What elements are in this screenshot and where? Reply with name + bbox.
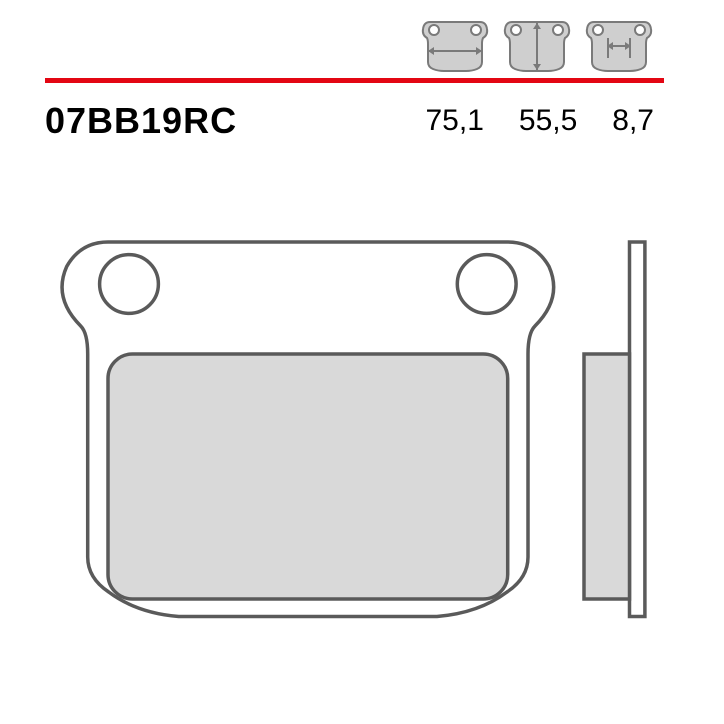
part-number: 07BB19RC — [45, 100, 237, 142]
height-icon — [502, 18, 572, 79]
thickness-icon — [584, 18, 654, 79]
spec-row: 07BB19RC 75,1 55,5 8,7 — [0, 100, 724, 142]
dimension-icons-row — [420, 18, 654, 79]
width-icon — [420, 18, 490, 79]
dimension-values: 75,1 55,5 8,7 — [426, 104, 655, 138]
dim-width: 75,1 — [426, 104, 484, 138]
dim-height: 55,5 — [519, 104, 577, 138]
dim-thickness: 8,7 — [612, 104, 654, 138]
front-view — [62, 242, 554, 617]
separator-line — [45, 78, 664, 83]
side-view — [584, 242, 645, 617]
brake-pad-diagram — [45, 210, 675, 680]
